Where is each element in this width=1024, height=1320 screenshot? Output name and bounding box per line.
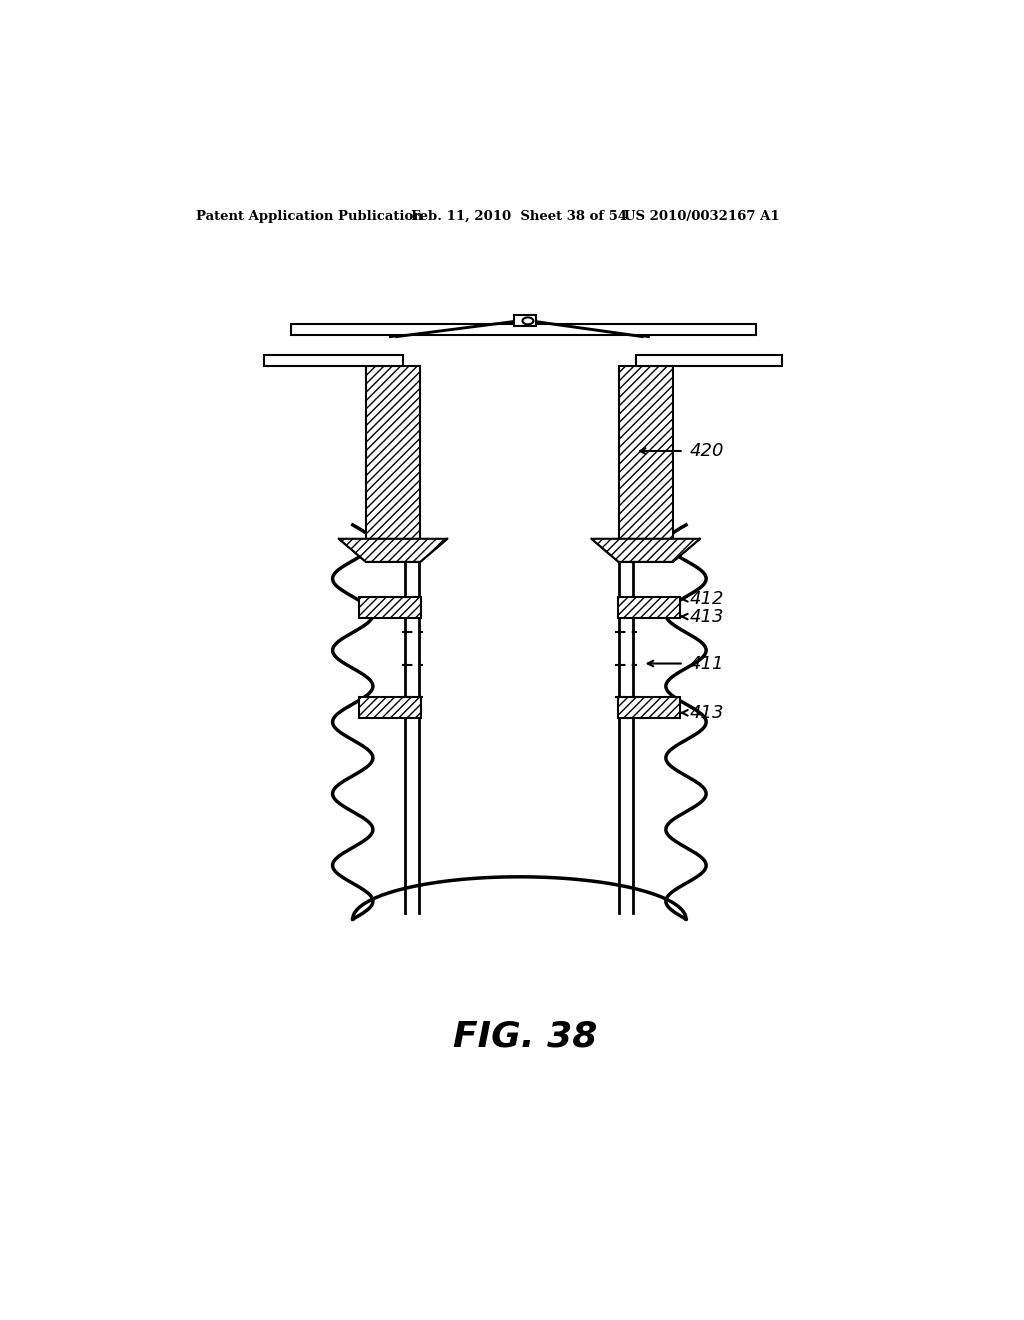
Ellipse shape bbox=[522, 317, 534, 325]
Bar bbox=[359, 697, 421, 718]
Bar bbox=[514, 315, 536, 326]
Polygon shape bbox=[592, 539, 700, 562]
Bar bbox=[366, 366, 420, 539]
Text: 413: 413 bbox=[690, 607, 724, 626]
Text: US 2010/0032167 A1: US 2010/0032167 A1 bbox=[624, 210, 779, 223]
Polygon shape bbox=[592, 539, 700, 562]
Polygon shape bbox=[339, 539, 447, 562]
Text: 413: 413 bbox=[690, 704, 724, 722]
Text: Feb. 11, 2010  Sheet 38 of 54: Feb. 11, 2010 Sheet 38 of 54 bbox=[411, 210, 627, 223]
Bar bbox=[617, 597, 680, 618]
Text: FIG. 38: FIG. 38 bbox=[453, 1019, 597, 1053]
Bar bbox=[264, 355, 403, 366]
Bar bbox=[636, 355, 782, 366]
Text: Patent Application Publication: Patent Application Publication bbox=[197, 210, 423, 223]
Bar bbox=[359, 597, 421, 618]
Text: 411: 411 bbox=[690, 655, 724, 672]
Text: 412: 412 bbox=[690, 590, 724, 607]
Polygon shape bbox=[339, 539, 447, 562]
Bar bbox=[291, 323, 756, 335]
Bar bbox=[617, 697, 680, 718]
Bar bbox=[618, 366, 673, 539]
Text: 420: 420 bbox=[690, 442, 724, 459]
